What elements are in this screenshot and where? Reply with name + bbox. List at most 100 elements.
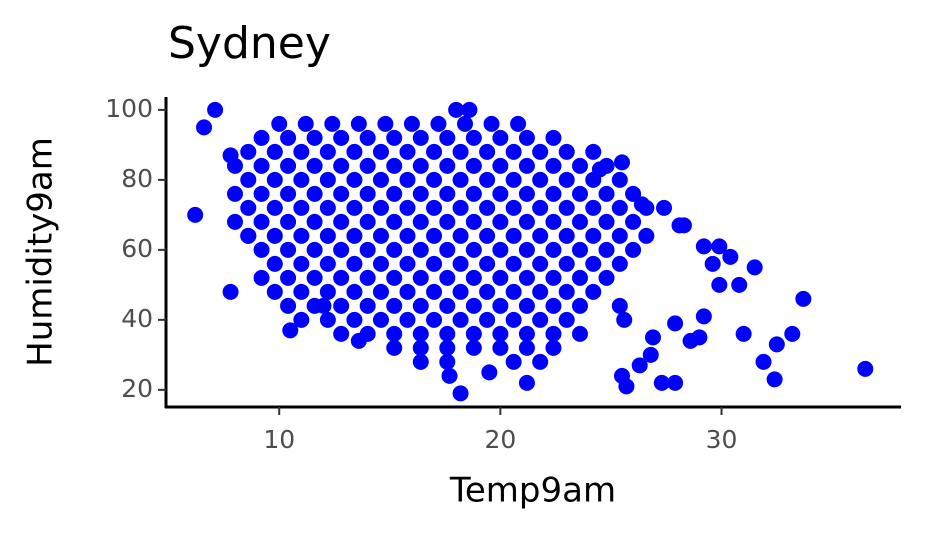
point <box>492 213 509 230</box>
point <box>518 269 535 286</box>
point <box>492 325 509 342</box>
point <box>571 185 588 202</box>
point <box>280 213 297 230</box>
point <box>625 185 642 202</box>
point <box>426 311 443 328</box>
point <box>571 213 588 230</box>
point <box>372 143 389 160</box>
point <box>350 115 367 132</box>
point <box>558 143 575 160</box>
point <box>642 346 659 363</box>
point <box>333 129 350 146</box>
point <box>465 325 482 342</box>
y-tick-label: 40 <box>121 304 153 333</box>
point <box>403 115 420 132</box>
point <box>448 101 465 118</box>
point <box>857 360 874 377</box>
point <box>695 238 712 255</box>
point <box>598 185 615 202</box>
point <box>452 199 469 216</box>
point <box>722 248 739 265</box>
point <box>399 283 416 300</box>
point <box>319 283 336 300</box>
point <box>386 297 403 314</box>
point <box>656 199 673 216</box>
point <box>293 143 310 160</box>
point <box>372 255 389 272</box>
point <box>545 241 562 258</box>
point <box>795 290 812 307</box>
point <box>253 269 270 286</box>
point <box>359 213 376 230</box>
point <box>306 185 323 202</box>
point <box>479 283 496 300</box>
point <box>711 238 728 255</box>
point <box>585 227 602 244</box>
point <box>439 157 456 174</box>
point <box>711 276 728 293</box>
point <box>280 269 297 286</box>
point <box>505 255 522 272</box>
point <box>399 143 416 160</box>
point <box>253 241 270 258</box>
point <box>571 297 588 314</box>
point <box>465 157 482 174</box>
point <box>532 283 549 300</box>
point <box>439 185 456 202</box>
point <box>386 241 403 258</box>
point <box>441 367 458 384</box>
point <box>518 213 535 230</box>
point <box>591 161 608 178</box>
point <box>280 157 297 174</box>
point <box>426 199 443 216</box>
point <box>598 213 615 230</box>
point <box>452 255 469 272</box>
point <box>479 171 496 188</box>
point <box>585 199 602 216</box>
point <box>465 129 482 146</box>
point <box>483 115 500 132</box>
point <box>293 227 310 244</box>
point <box>315 297 332 314</box>
point <box>492 269 509 286</box>
point <box>505 227 522 244</box>
point <box>768 336 785 353</box>
point <box>545 269 562 286</box>
point <box>426 143 443 160</box>
point <box>479 311 496 328</box>
point <box>611 255 628 272</box>
point <box>306 157 323 174</box>
point <box>226 213 243 230</box>
point <box>280 297 297 314</box>
point <box>207 101 224 118</box>
point <box>412 157 429 174</box>
point <box>306 241 323 258</box>
point <box>399 255 416 272</box>
point <box>266 255 283 272</box>
point <box>306 129 323 146</box>
point <box>333 157 350 174</box>
point <box>585 143 602 160</box>
point <box>545 185 562 202</box>
point <box>439 129 456 146</box>
point <box>293 311 310 328</box>
point <box>545 157 562 174</box>
point <box>386 157 403 174</box>
point <box>532 143 549 160</box>
point <box>532 227 549 244</box>
point <box>653 374 670 391</box>
point <box>518 339 535 356</box>
point <box>430 115 447 132</box>
point <box>625 241 642 258</box>
point <box>386 325 403 342</box>
point <box>465 185 482 202</box>
point <box>611 297 628 314</box>
point <box>306 269 323 286</box>
point <box>319 171 336 188</box>
y-tick-label: 60 <box>121 234 153 263</box>
point <box>667 315 684 332</box>
point <box>412 297 429 314</box>
point <box>784 325 801 342</box>
points <box>187 101 874 402</box>
point <box>297 115 314 132</box>
